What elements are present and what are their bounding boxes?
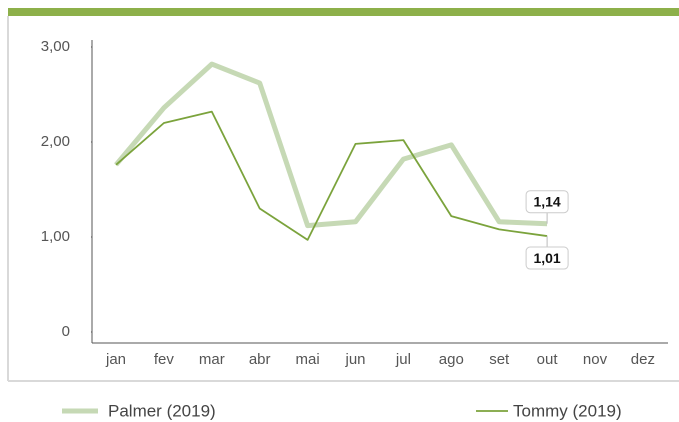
top-bar (8, 8, 679, 16)
x-tick-label: mai (296, 351, 320, 368)
series-line (115, 110, 548, 241)
x-tick-label: fev (154, 351, 175, 368)
legend-label: Palmer (2019) (108, 401, 216, 420)
y-tick-label: 1,00 (41, 228, 70, 245)
x-tick-label: jan (105, 351, 126, 368)
x-tick-label: set (489, 351, 510, 368)
x-tick-label: ago (439, 351, 464, 368)
x-tick-label: mar (199, 351, 225, 368)
series-line (114, 61, 548, 229)
data-label: 1,14 (533, 193, 560, 209)
y-tick-label: 3,00 (41, 38, 70, 55)
x-tick-label: dez (631, 351, 655, 368)
label-box (525, 190, 569, 214)
y-tick-label: 0 (62, 323, 70, 340)
x-tick-label: out (537, 351, 559, 368)
x-tick-label: jun (344, 351, 365, 368)
label-box (525, 246, 569, 270)
y-tick-label: 2,00 (41, 133, 70, 150)
x-tick-label: jul (395, 351, 411, 368)
x-tick-label: nov (583, 351, 608, 368)
x-tick-label: abr (249, 351, 271, 368)
data-label: 1,01 (533, 250, 560, 266)
legend-label: Tommy (2019) (513, 401, 622, 420)
